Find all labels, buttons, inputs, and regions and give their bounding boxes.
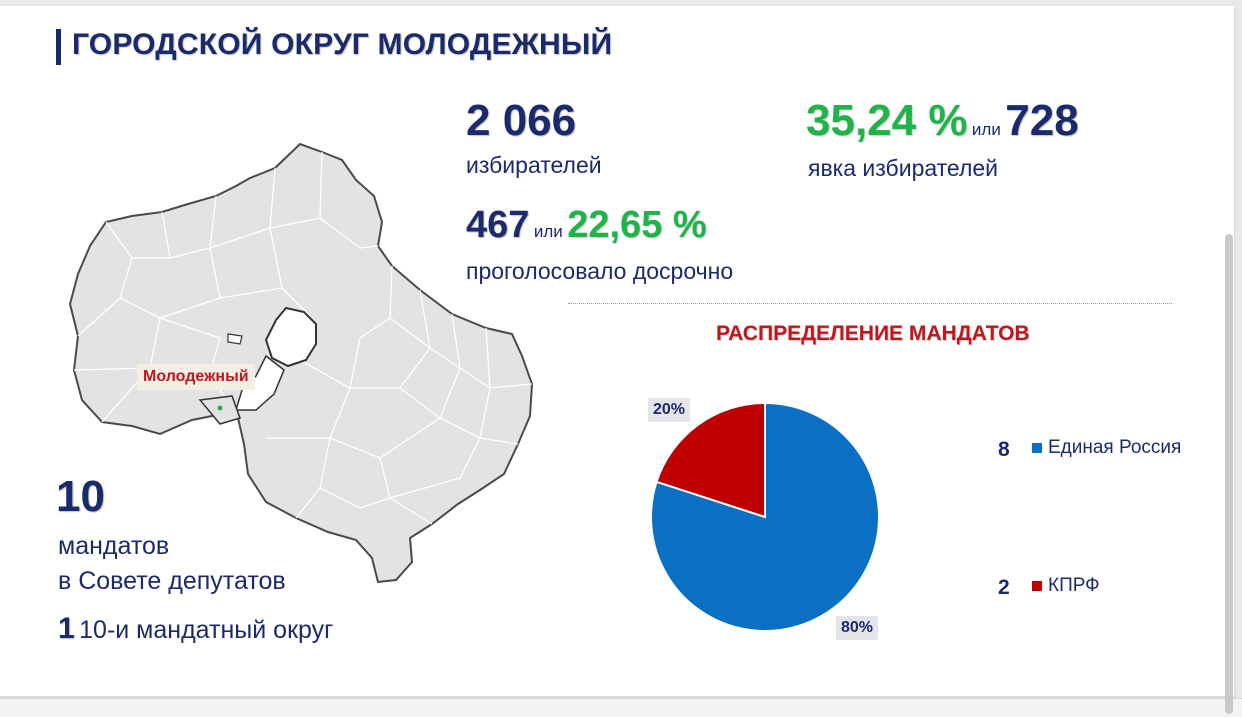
enclave xyxy=(227,333,243,345)
turnout-percent: 35,24 % xyxy=(806,96,968,145)
voters-count: 2 066 xyxy=(466,96,577,145)
turnout-label: явка избирателей xyxy=(808,155,999,181)
chart-title: РАСПРЕДЕЛЕНИЕ МАНДАТОВ xyxy=(716,322,1030,345)
early-count: 467 xyxy=(466,204,530,246)
moscow-city xyxy=(264,306,317,368)
legend-label-kprf: КПРФ xyxy=(1048,575,1100,596)
early-percent: 22,65 % xyxy=(567,204,707,246)
region-outline xyxy=(68,142,534,584)
title-accent-bar xyxy=(56,29,61,65)
district-borders xyxy=(73,151,533,525)
moscow-region-map xyxy=(68,142,534,584)
bottom-strip xyxy=(0,698,1242,717)
voters-label: избирателей xyxy=(466,152,602,178)
pie-slice-er xyxy=(650,401,880,632)
pie-label-kprf: 20% xyxy=(648,398,691,422)
legend-seats-er: 8 xyxy=(998,438,1010,461)
map-label-molodezhny: Молодежный xyxy=(137,364,255,390)
turnout-row: 35,24 % или 728 xyxy=(806,96,1079,146)
legend-swatch-kprf xyxy=(1032,581,1042,591)
molodezhny-marker xyxy=(217,405,223,411)
mandates-label-1: мандатов xyxy=(58,532,170,560)
legend-seats-kprf: 2 xyxy=(998,576,1010,599)
mandates-label-2: в Совете депутатов xyxy=(58,567,286,595)
legend-swatch-er xyxy=(1032,443,1042,453)
turnout-count: 728 xyxy=(1005,96,1079,145)
divider xyxy=(568,303,1172,304)
legend-label-er: Единая Россия xyxy=(1048,437,1182,458)
pie-label-er: 80% xyxy=(836,616,879,640)
turnout-or: или xyxy=(971,120,1001,139)
early-row: 467 или 22,65 % xyxy=(466,204,707,247)
district-row: 1 10-и мандатный округ xyxy=(58,612,333,646)
page-title: ГОРОДСКОЙ ОКРУГ МОЛОДЕЖНЫЙ xyxy=(72,28,613,61)
early-or: или xyxy=(533,222,563,241)
scrollbar[interactable] xyxy=(1225,234,1233,714)
mandates-pie-chart xyxy=(650,401,880,632)
legend-item-kprf: КПРФ xyxy=(1032,575,1100,597)
pie-slice-kprf xyxy=(655,401,766,519)
early-label: проголосовало досрочно xyxy=(466,258,734,284)
legend-item-er: Единая Россия xyxy=(1032,437,1181,459)
district-label: 10-и мандатный округ xyxy=(79,616,334,644)
mandates-count: 10 xyxy=(56,472,105,521)
district-count: 1 xyxy=(58,612,75,645)
